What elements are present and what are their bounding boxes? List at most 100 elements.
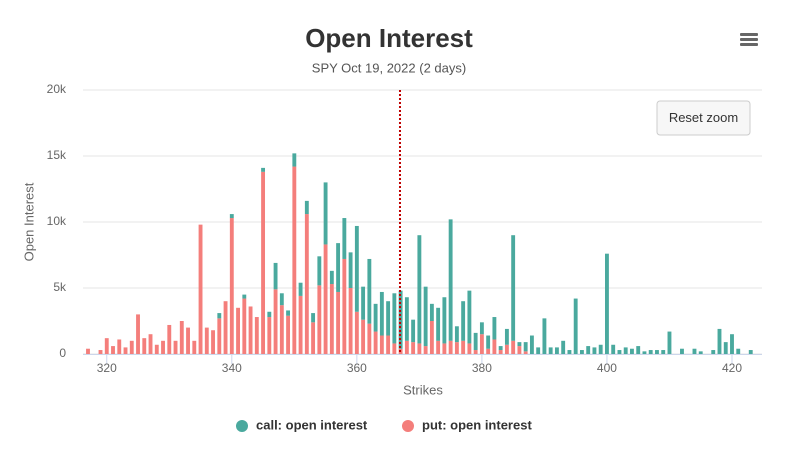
bar [229,214,234,219]
legend-item[interactable]: call: open interest [236,417,368,432]
bar [429,321,434,354]
bar [292,166,297,354]
bar [611,344,616,354]
bar [367,323,372,354]
menu-icon-bar [740,43,758,46]
bar [423,346,428,354]
bar [548,347,553,354]
bar [248,306,253,354]
bar [304,200,309,215]
bar [342,258,347,354]
bar [492,339,497,354]
bar [511,235,516,341]
bar [586,346,591,354]
bar [517,342,522,347]
y-tick-label: 20k [47,82,67,96]
bar [117,339,122,354]
bar [730,334,734,354]
chart-title: Open Interest [305,23,473,53]
bar [329,284,334,354]
bar [86,348,90,354]
bar [473,350,478,354]
bar [617,350,622,354]
bar [467,343,472,354]
bar [279,305,284,354]
y-tick-label: 15k [47,148,67,162]
reset-zoom-label[interactable]: Reset zoom [669,110,738,125]
bar [311,322,316,354]
bar [292,153,297,167]
bar [661,350,666,354]
bar [423,286,428,347]
bar [573,298,578,354]
bar [523,351,528,354]
bar [511,340,516,354]
bar [286,310,291,316]
bar [273,289,278,354]
bar [217,318,222,354]
bar [229,218,234,354]
bar [404,340,409,354]
reset-zoom[interactable]: Reset zoom [656,100,751,136]
bar [411,342,416,354]
legend-label[interactable]: put: open interest [422,417,532,432]
bar [367,258,372,324]
bar [286,315,291,354]
bar [554,347,559,354]
bar [680,348,684,354]
bar [442,343,447,354]
bar [517,346,522,354]
bar [536,347,541,354]
bar [279,293,284,306]
bar [504,344,509,354]
bar [217,313,222,319]
bar [454,326,459,343]
bar [473,332,478,351]
bar [648,350,653,354]
bar [386,301,391,336]
bar [561,340,566,354]
bar [436,307,441,341]
bar [254,317,259,354]
legend-marker[interactable] [236,420,248,432]
bar [655,350,659,354]
bar [129,340,134,354]
menu-icon-bar [740,38,758,41]
reset-zoom-button[interactable] [656,100,751,136]
bar [223,301,228,354]
bar [136,314,140,354]
bar [417,343,422,354]
bar [123,347,128,354]
bar [454,342,459,354]
bar [392,343,397,354]
menu-button[interactable] [738,28,762,50]
bar [717,328,722,354]
bar [479,334,484,354]
bar [567,350,572,354]
bar [336,291,341,354]
bar [692,348,697,354]
bar [411,319,416,343]
bar [361,286,366,320]
x-tick-label: 340 [222,361,242,375]
bar [592,347,597,354]
bar [698,351,703,354]
legend-item[interactable]: put: open interest [402,417,532,432]
bar [348,288,353,354]
bar [630,348,634,354]
bar [529,335,534,354]
bar [623,347,628,354]
bar [354,311,359,354]
legend-marker[interactable] [402,420,414,432]
bar [161,340,165,354]
bar [192,340,197,354]
x-tick-label: 420 [722,361,742,375]
bar [736,348,741,354]
bar [486,348,491,354]
bar [111,346,115,354]
bar [198,224,203,354]
bar [204,327,209,354]
chart-subtitle: SPY Oct 19, 2022 (2 days) [312,60,466,75]
legend-label[interactable]: call: open interest [256,417,368,432]
y-tick-label: 10k [47,214,67,228]
